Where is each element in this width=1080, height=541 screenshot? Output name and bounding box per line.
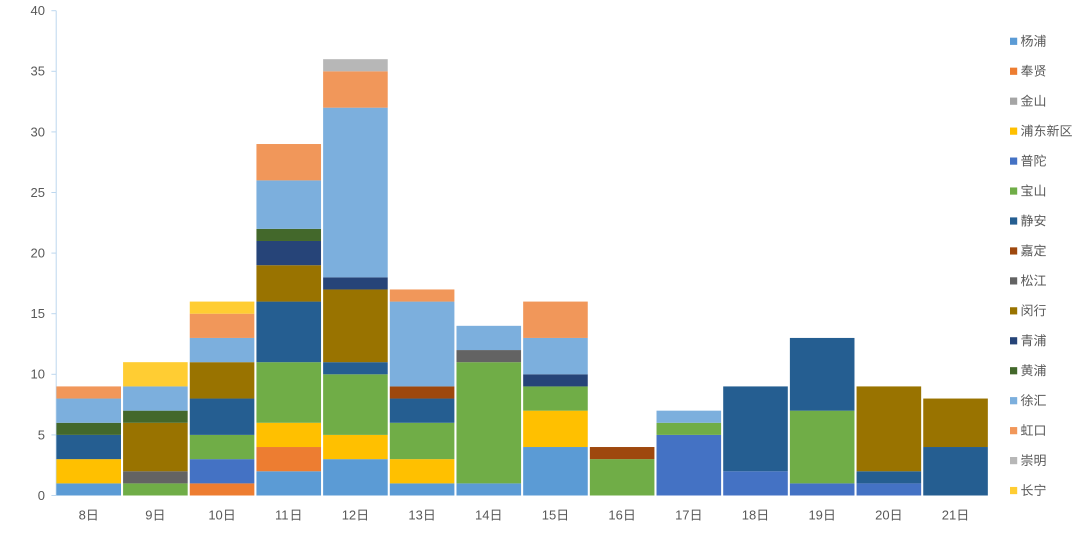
svg-text:20: 20 bbox=[875, 508, 889, 523]
svg-text:17: 17 bbox=[675, 508, 689, 523]
svg-text:0: 0 bbox=[38, 488, 45, 503]
svg-text:10: 10 bbox=[208, 508, 222, 523]
svg-text:25: 25 bbox=[31, 185, 45, 200]
svg-text:16: 16 bbox=[608, 508, 622, 523]
svg-text:20: 20 bbox=[31, 245, 45, 260]
svg-text:12: 12 bbox=[342, 508, 356, 523]
svg-text:14: 14 bbox=[475, 508, 489, 523]
svg-text:35: 35 bbox=[31, 64, 45, 79]
svg-text:40: 40 bbox=[31, 3, 45, 18]
svg-text:18: 18 bbox=[742, 508, 756, 523]
svg-text:9: 9 bbox=[145, 508, 152, 523]
svg-text:8: 8 bbox=[79, 508, 86, 523]
svg-text:5: 5 bbox=[38, 427, 45, 442]
svg-text:19: 19 bbox=[808, 508, 822, 523]
svg-text:13: 13 bbox=[408, 508, 422, 523]
svg-text:30: 30 bbox=[31, 124, 45, 139]
svg-text:10: 10 bbox=[31, 367, 45, 382]
svg-text:11: 11 bbox=[275, 508, 289, 523]
svg-text:15: 15 bbox=[31, 306, 45, 321]
svg-text:21: 21 bbox=[942, 508, 956, 523]
svg-text:15: 15 bbox=[542, 508, 556, 523]
